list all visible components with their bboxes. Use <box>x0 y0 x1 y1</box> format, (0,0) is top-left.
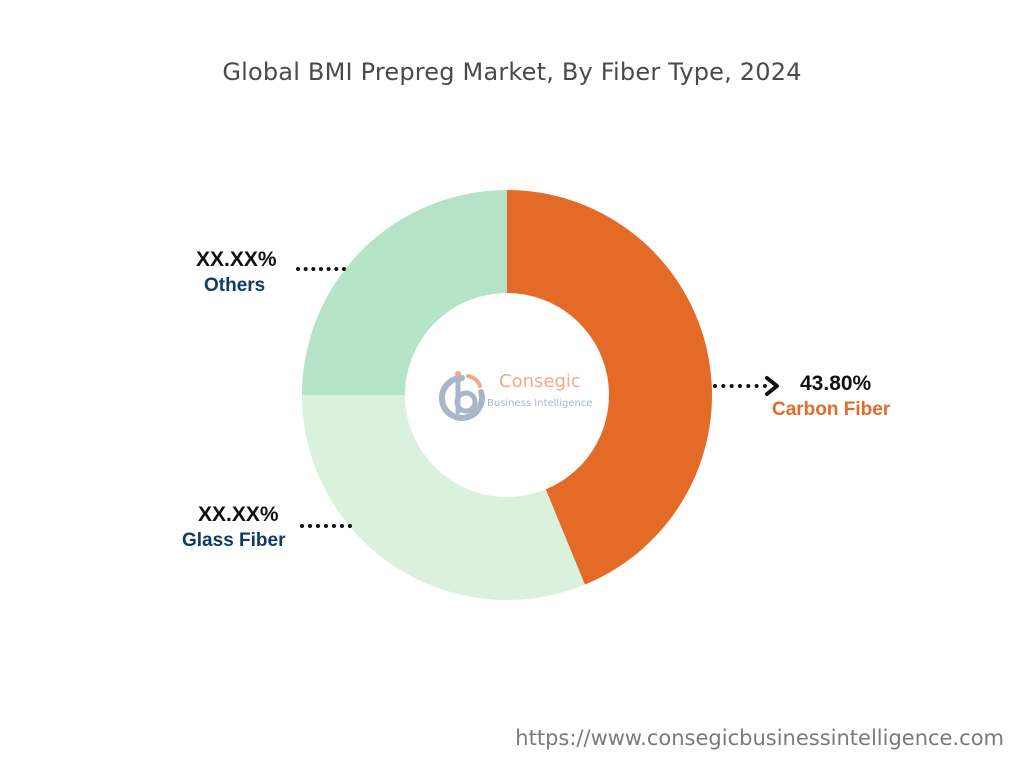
brand-logo: Consegic Business Intelligence <box>436 368 606 424</box>
carbon-fiber-category-label: Carbon Fiber <box>772 399 891 420</box>
others-category-label: Others <box>204 275 266 296</box>
glass-fiber-leader-line <box>300 524 352 528</box>
others-leader-line <box>296 267 346 271</box>
donut-slices <box>302 190 712 600</box>
chart-title: Global BMI Prepreg Market, By Fiber Type… <box>222 58 802 86</box>
donut-slice-others <box>302 190 507 395</box>
logo-name: Consegic <box>499 371 581 392</box>
logo-mark-icon <box>438 371 485 421</box>
others-value-label: XX.XX% <box>196 248 277 271</box>
glass-fiber-category-label: Glass Fiber <box>182 530 286 551</box>
arrow-head <box>765 376 779 396</box>
glass-fiber-value-label: XX.XX% <box>198 503 279 526</box>
carbon-fiber-leader-line <box>713 384 767 388</box>
carbon-fiber-value-label: 43.80% <box>800 372 872 395</box>
logo-subtitle: Business Intelligence <box>487 398 593 409</box>
donut-slice-carbon-fiber <box>507 190 712 585</box>
donut-slice-glass-fiber <box>302 395 585 600</box>
source-url[interactable]: https://www.consegicbusinessintelligence… <box>515 726 1004 750</box>
